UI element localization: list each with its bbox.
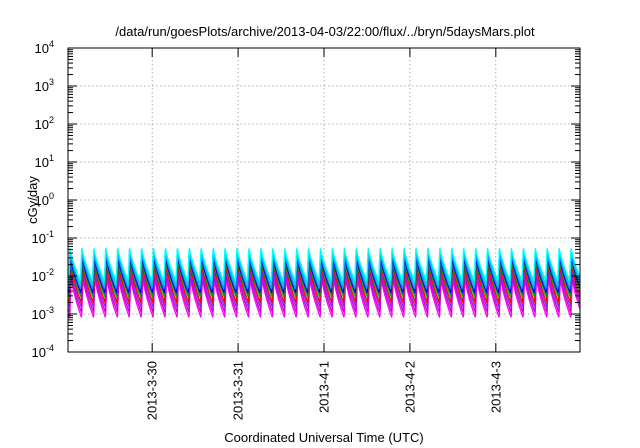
- y-tick-label: 10-1: [32, 229, 54, 246]
- chart-title: /data/run/goesPlots/archive/2013-04-03/2…: [115, 24, 535, 39]
- series-line: [67, 247, 581, 281]
- grid: [68, 48, 580, 352]
- x-tick-label: 2013-4-2: [402, 361, 417, 413]
- y-tick-label: 10-3: [32, 305, 54, 322]
- x-tick-label: 2013-3-31: [231, 361, 246, 420]
- x-tick-label: 2013-4-1: [317, 361, 332, 413]
- series-line: [67, 278, 581, 318]
- y-tick-label: 103: [35, 77, 54, 94]
- x-axis: 2013-3-30 2013-3-31 2013-4-1 2013-4-2 2013-4…: [145, 48, 503, 420]
- y-tick-label: 102: [35, 115, 54, 132]
- plot-series: [67, 247, 581, 318]
- x-tick-label: 2013-3-30: [145, 361, 160, 420]
- y-axis: 10-4 10-3 10-2 10-1 100 101 102 103 104: [32, 39, 580, 360]
- y-tick-label: 100: [35, 191, 54, 208]
- y-tick-label: 101: [35, 153, 54, 170]
- x-axis-label: Coordinated Universal Time (UTC): [224, 430, 423, 445]
- y-tick-label: 10-4: [32, 343, 54, 360]
- y-tick-label: 10-2: [32, 267, 54, 284]
- y-axis-label: cGy/day: [25, 176, 40, 224]
- x-tick-label: 2013-4-3: [488, 361, 503, 413]
- y-tick-label: 104: [35, 39, 54, 56]
